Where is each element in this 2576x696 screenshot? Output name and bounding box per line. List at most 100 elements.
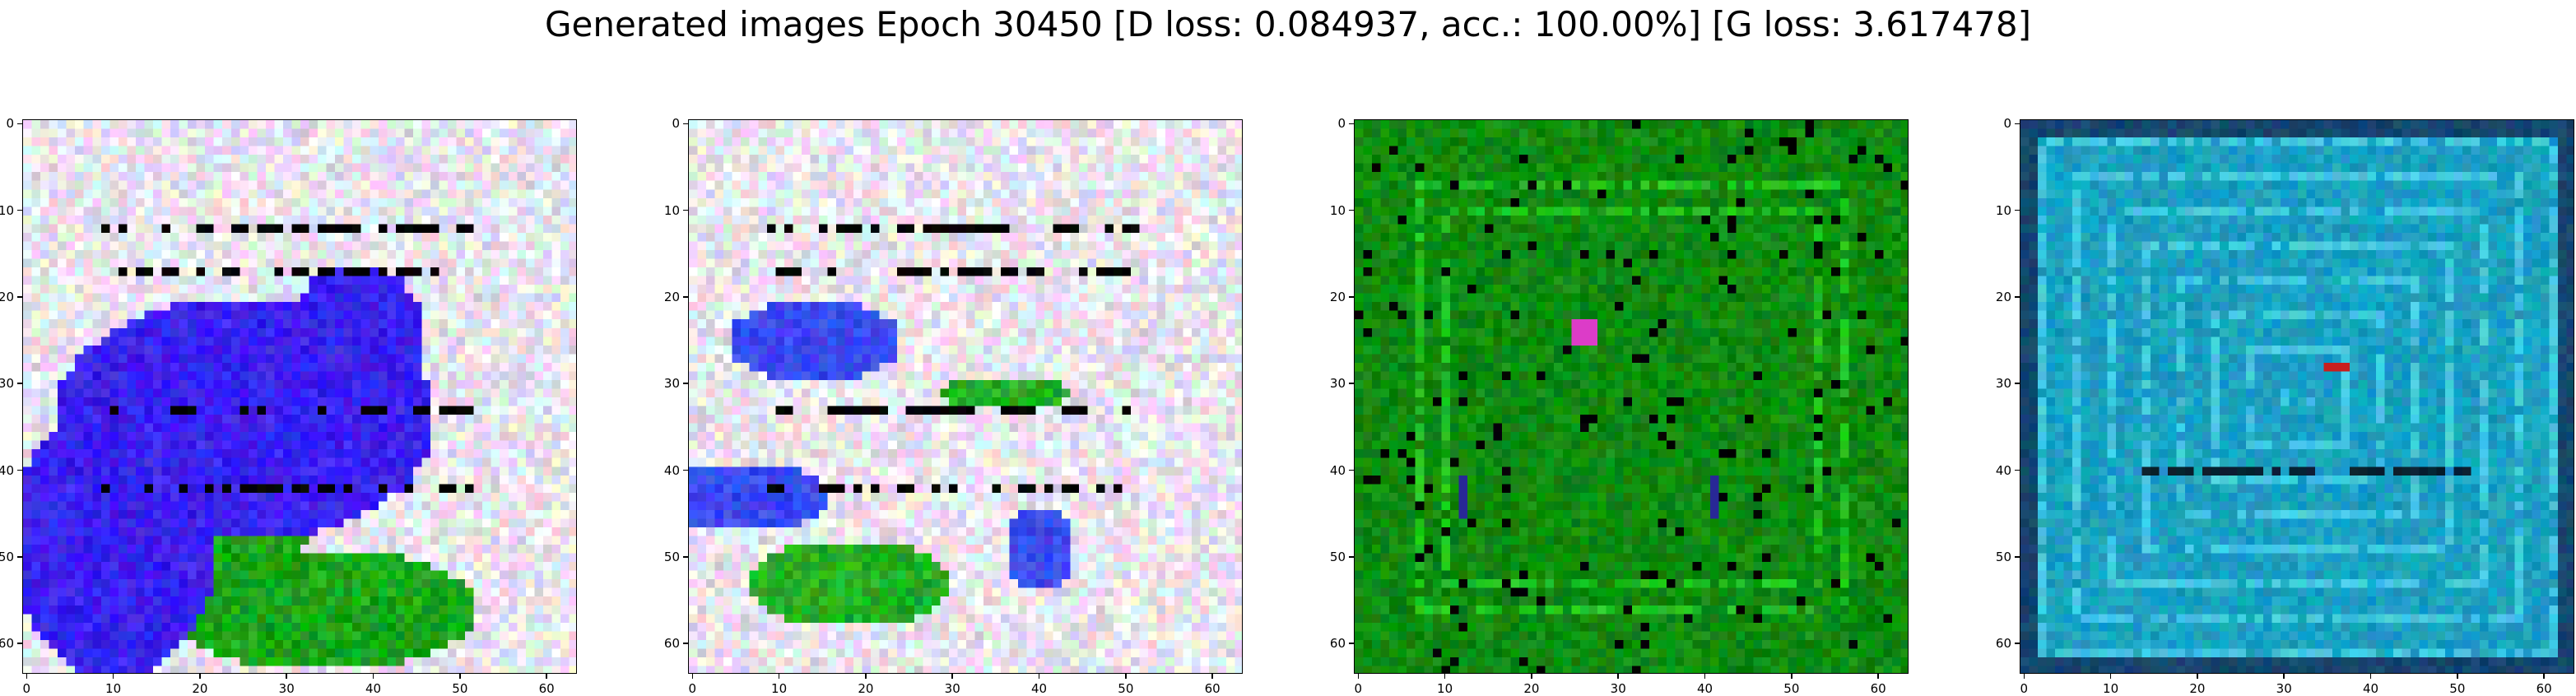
- y-tick-label: 20: [663, 289, 680, 304]
- y-tick-mark: [683, 469, 688, 471]
- x-tick-mark: [951, 674, 953, 679]
- y-tick-label: 20: [1995, 289, 2011, 304]
- x-tick-label: 30: [278, 681, 295, 696]
- x-tick-mark: [2109, 674, 2112, 679]
- y-tick-mark: [17, 643, 22, 644]
- x-tick-mark: [2197, 674, 2198, 679]
- x-tick-label: 60: [538, 681, 555, 696]
- y-tick-mark: [683, 296, 688, 298]
- x-tick-mark: [1125, 674, 1127, 679]
- x-tick-label: 20: [858, 681, 874, 696]
- figure-title: Generated images Epoch 30450 [D loss: 0.…: [544, 4, 2032, 44]
- y-tick-label: 0: [1337, 116, 1346, 132]
- image-pixels: [1355, 120, 1908, 673]
- x-tick-mark: [1617, 674, 1619, 679]
- x-tick-label: 50: [1783, 681, 1800, 696]
- x-tick-label: 50: [1118, 681, 1134, 696]
- y-tick-label: 60: [663, 636, 680, 652]
- y-tick-mark: [683, 643, 688, 644]
- x-tick-label: 40: [2362, 681, 2379, 696]
- y-tick-label: 10: [1329, 202, 1346, 218]
- x-tick-mark: [1704, 674, 1706, 679]
- x-tick-label: 30: [2276, 681, 2292, 696]
- x-tick-mark: [546, 674, 547, 679]
- y-tick-mark: [17, 383, 22, 384]
- x-tick-label: 50: [2449, 681, 2466, 696]
- y-tick-label: 50: [1995, 549, 2011, 564]
- y-tick-mark: [17, 123, 22, 125]
- x-tick-mark: [26, 674, 28, 679]
- y-tick-label: 60: [1329, 636, 1346, 652]
- y-tick-mark: [1349, 469, 1354, 471]
- y-tick-label: 0: [672, 116, 680, 132]
- x-tick-mark: [199, 674, 201, 679]
- x-tick-mark: [1357, 674, 1360, 679]
- generated-image-4: [2020, 119, 2574, 674]
- image-pixels: [23, 120, 576, 673]
- y-tick-mark: [1349, 123, 1354, 125]
- generated-image-panel-4: 0 10 20 30 40 50 60 0 10 20 30 40 50 60: [1996, 117, 2574, 695]
- y-tick-mark: [2015, 123, 2020, 125]
- x-tick-mark: [1038, 674, 1040, 679]
- generated-image-1: [22, 119, 577, 674]
- x-tick-label: 40: [365, 681, 382, 696]
- y-tick-label: 40: [663, 462, 680, 478]
- y-tick-label: 50: [1329, 549, 1346, 564]
- x-tick-mark: [372, 674, 374, 679]
- x-tick-label: 0: [22, 681, 31, 696]
- y-tick-mark: [1349, 296, 1354, 298]
- y-tick-label: 60: [1995, 636, 2011, 652]
- y-tick-label: 40: [0, 462, 14, 478]
- y-tick-label: 30: [1329, 376, 1346, 392]
- y-tick-mark: [1349, 643, 1354, 644]
- y-tick-mark: [1349, 209, 1354, 211]
- x-tick-label: 30: [1610, 681, 1626, 696]
- x-tick-mark: [865, 674, 867, 679]
- y-tick-label: 20: [1329, 289, 1346, 304]
- y-tick-mark: [683, 209, 688, 211]
- y-tick-mark: [2015, 469, 2020, 471]
- x-tick-label: 10: [1437, 681, 1453, 696]
- x-tick-label: 0: [1354, 681, 1363, 696]
- y-tick-label: 20: [0, 289, 14, 304]
- x-tick-mark: [112, 674, 114, 679]
- y-tick-mark: [683, 556, 688, 558]
- x-tick-mark: [1444, 674, 1446, 679]
- x-tick-mark: [1791, 674, 1793, 679]
- y-tick-label: 10: [1995, 202, 2011, 218]
- generated-image-panel-1: 0 10 20 30 40 50 60 0 10 20 30 40 50 60: [0, 117, 577, 695]
- x-tick-mark: [459, 674, 461, 679]
- y-tick-label: 50: [0, 549, 14, 564]
- x-tick-label: 60: [1870, 681, 1886, 696]
- y-tick-label: 40: [1995, 462, 2011, 478]
- y-tick-mark: [2015, 296, 2020, 298]
- x-tick-label: 10: [2103, 681, 2119, 696]
- x-tick-label: 0: [2020, 681, 2029, 696]
- y-tick-mark: [17, 556, 22, 558]
- y-tick-mark: [17, 209, 22, 211]
- y-tick-label: 60: [0, 636, 14, 652]
- x-tick-mark: [1211, 674, 1213, 679]
- image-pixels: [2020, 120, 2574, 673]
- x-tick-mark: [1877, 674, 1879, 679]
- x-tick-label: 30: [944, 681, 960, 696]
- x-tick-label: 60: [1204, 681, 1221, 696]
- generated-image-panel-3: 0 10 20 30 40 50 60 0 10 20 30 40 50 60: [1330, 117, 1909, 695]
- y-tick-label: 10: [663, 202, 680, 218]
- x-tick-mark: [691, 674, 694, 679]
- x-tick-mark: [2023, 674, 2025, 679]
- y-tick-mark: [1349, 383, 1354, 384]
- y-tick-label: 50: [663, 549, 680, 564]
- generated-image-panel-2: 0 10 20 30 40 50 60 0 10 20 30 40 50 60: [664, 117, 1243, 695]
- x-tick-label: 0: [688, 681, 697, 696]
- y-tick-mark: [1349, 556, 1354, 558]
- x-tick-label: 40: [1030, 681, 1048, 696]
- y-tick-label: 30: [663, 376, 680, 392]
- x-tick-label: 10: [105, 681, 122, 696]
- x-tick-label: 40: [1696, 681, 1713, 696]
- y-tick-mark: [2015, 209, 2020, 211]
- y-tick-mark: [2015, 383, 2020, 384]
- x-tick-label: 20: [2189, 681, 2206, 696]
- y-tick-mark: [683, 383, 688, 384]
- x-tick-mark: [2457, 674, 2458, 679]
